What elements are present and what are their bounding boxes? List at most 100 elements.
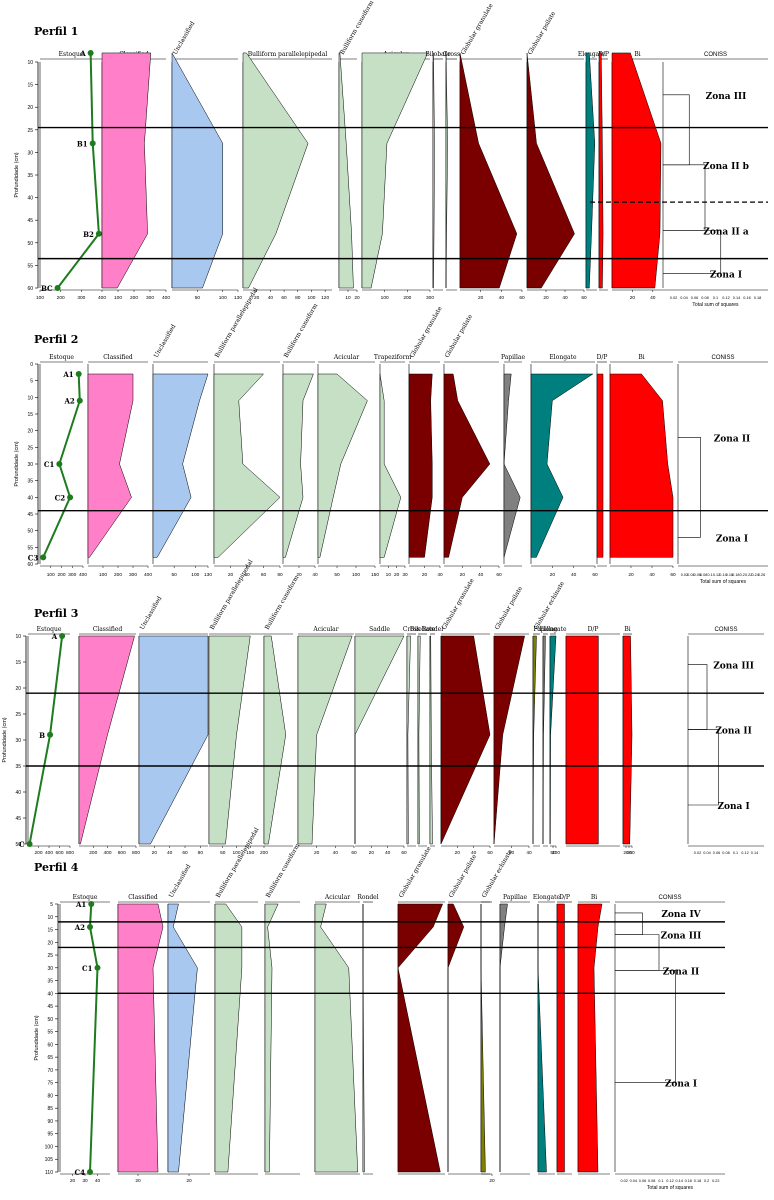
sample-label: C2 (55, 493, 66, 502)
depth-tick-label: 35 (27, 173, 33, 179)
depth-tick-label: 85 (47, 1106, 53, 1112)
track-x-tick-label: 600 (55, 850, 63, 856)
track-x-tick-label: 40 (167, 850, 173, 856)
track-x-tick-label: 300 (68, 572, 76, 578)
area-globular-granulate (459, 52, 518, 289)
track-title: Bi (638, 354, 644, 361)
area-bulliform-parallelepipedal (214, 903, 243, 1173)
area-globular-echinate (532, 635, 537, 845)
coniss-tick-label: 0.14 (675, 1179, 682, 1183)
track-title: Rondel (357, 894, 378, 901)
sample-label: B2 (83, 230, 94, 239)
track-papillae: Papillae (533, 626, 558, 847)
dendrogram-branch (615, 912, 643, 935)
track-title: Globular psilate (448, 853, 479, 899)
sample-label: B1 (77, 139, 88, 148)
track-x-tick-label: 20 (296, 572, 302, 578)
track-elongate: Elongate (533, 894, 561, 1175)
track-x-tick-label: 150 (371, 572, 379, 578)
track-title: Estoque (59, 51, 84, 58)
depth-tick-label: 25 (27, 445, 33, 451)
zone-label: Zona I (717, 802, 749, 812)
track-acicular: Acicular 50 100 150 (317, 354, 379, 578)
depth-tick-label: 55 (27, 263, 33, 269)
depth-tick-label: 25 (15, 712, 21, 718)
coniss-tick-label: 0.22 (745, 573, 752, 577)
track-x-tick-label: 60 (519, 295, 525, 301)
track-bulliform-cuneiform: Bulliform cuneiform (265, 842, 302, 1175)
track-title: Bilobate (425, 51, 451, 58)
sample-label: A2 (74, 923, 85, 932)
track-d-p: D/P (556, 894, 572, 1175)
area-papillae (503, 373, 521, 558)
area-elongate (549, 635, 557, 845)
dendrogram-branch (663, 230, 722, 274)
track-title: Rondel (422, 626, 443, 633)
depth-tick-label: 10 (27, 60, 33, 66)
coniss-tick-label: 0.16 (685, 1179, 692, 1183)
area-acicular (297, 635, 353, 845)
dendrogram-branch (615, 970, 676, 1083)
depth-tick-label: 30 (47, 966, 53, 972)
area-bulliform-cuneiform (338, 52, 354, 289)
depth-tick-label: 30 (15, 738, 21, 744)
area-rondel (362, 904, 365, 1173)
track-x-tick-label: 20 (543, 295, 549, 301)
depth-tick-label: 75 (47, 1081, 53, 1087)
track-title: Bi (624, 626, 630, 633)
estoque-line (56, 52, 100, 289)
dendrogram-branch (663, 164, 706, 231)
track-title: Saddle (369, 626, 390, 633)
estoque-line (88, 903, 99, 1173)
track-x-tick-label: 200 (57, 295, 65, 301)
track-x-tick-label: 40 (268, 295, 274, 301)
zone-label: Zona I (716, 534, 748, 544)
track-x-tick-label: 60 (281, 295, 287, 301)
depth-tick-label: 50 (27, 529, 33, 535)
track-x-tick-label: 20 (628, 572, 634, 578)
area-globular-granulate (408, 373, 433, 558)
track-x-tick-label: 40 (385, 850, 391, 856)
zone-label: Zona IV (661, 910, 701, 920)
depth-axis-label: Profundidade (cm) (14, 152, 20, 197)
track-x-tick-label: 800 (66, 850, 74, 856)
depth-tick-label: 110 (45, 1170, 53, 1176)
coniss-tick-label: 0.1 (658, 1179, 663, 1183)
coniss-tick-label: 0.12 (713, 573, 720, 577)
sample-label: C1 (82, 964, 93, 973)
coniss-tick-label: 0.02 (620, 1179, 627, 1183)
track-x-tick-label: 50 (220, 850, 226, 856)
dendrogram-branch (688, 729, 719, 806)
coniss-tick-label: 0.08 (648, 1179, 655, 1183)
track-title: Unclassified (172, 20, 197, 56)
area-globular-psilate (443, 373, 491, 558)
area-globular-psilate (526, 52, 575, 289)
track-x-tick-label: 300 (426, 295, 434, 301)
sample-label: A (79, 49, 86, 58)
depth-tick-label: 60 (47, 1042, 53, 1048)
track-acicular: Acicular100200300 (361, 51, 434, 301)
area-acicular (317, 373, 368, 558)
track-x-tick-label: 20 (354, 295, 360, 301)
track-x-tick-label: 20 (70, 1178, 76, 1184)
perfil-1-panel: 10 15 20 25 30 35 40 45 50 55 60 Profundidade (cm) E… (14, 0, 768, 308)
coniss-tick-label: 0.1 (713, 296, 718, 300)
track-title: Unclassified (139, 595, 164, 631)
depth-tick-label: 95 (47, 1132, 53, 1138)
track-x-tick-label: 40 (626, 850, 632, 856)
depth-tick-label: 55 (47, 1030, 53, 1036)
area-d-p (565, 635, 599, 845)
area-bi (611, 52, 662, 289)
coniss-tick-label: 0.22 (712, 1179, 719, 1183)
perfil-4-panel: 5 10 15 20 25 30 35 40 45 50 55 60 65 70 75 80 85 90 95 100… (34, 827, 725, 1191)
depth-tick-label: 90 (47, 1119, 53, 1125)
depth-tick-label: 15 (27, 83, 33, 89)
depth-tick-label: 30 (27, 462, 33, 468)
estoque-point (87, 1169, 93, 1175)
track-title: Globular granulate (409, 305, 444, 359)
track-estoque: Estoque 20 30 40 A1 A2 C1 C4 (59, 894, 110, 1184)
coniss-tick-label: 0.06 (694, 573, 701, 577)
depth-tick-label: 25 (27, 128, 33, 134)
